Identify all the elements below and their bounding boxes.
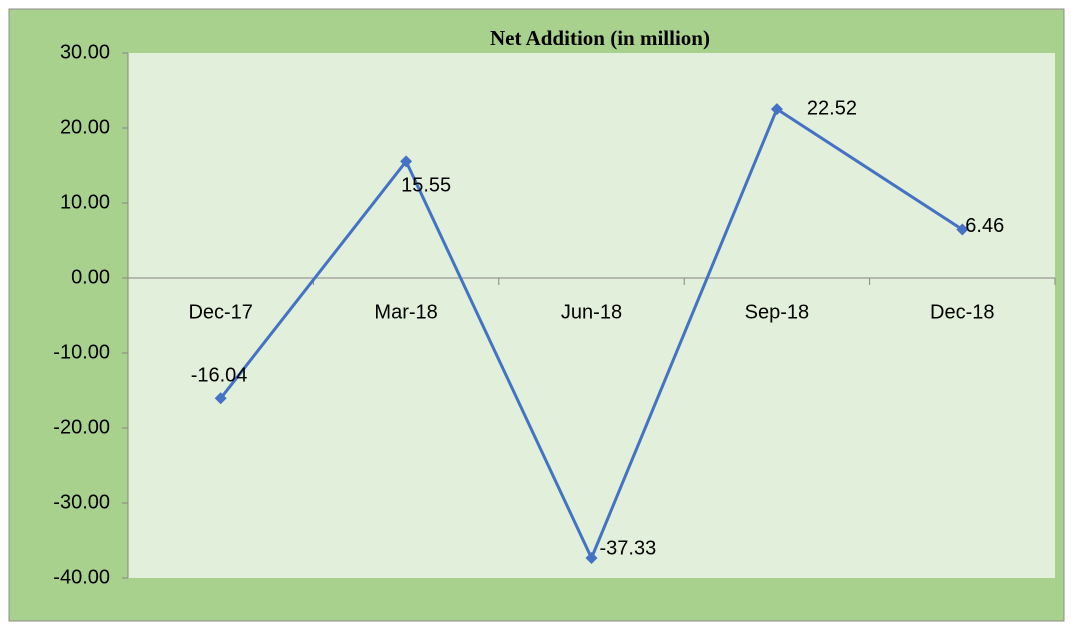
- x-tick-label: Dec-18: [930, 301, 994, 323]
- data-label: 15.55: [401, 175, 451, 197]
- y-tick-label: -20.00: [53, 416, 110, 438]
- data-point: [400, 155, 413, 168]
- x-tick-label: Dec-17: [188, 301, 252, 323]
- y-tick-label: -30.00: [53, 491, 110, 513]
- data-label: -37.33: [600, 537, 657, 559]
- data-point: [585, 551, 598, 564]
- data-point: [956, 223, 969, 236]
- chart-title: Net Addition (in million): [490, 26, 710, 50]
- data-point: [770, 103, 783, 116]
- data-label: 22.52: [807, 97, 857, 119]
- data-label: 6.46: [965, 215, 1004, 237]
- y-tick-label: 0.00: [71, 266, 110, 288]
- x-tick-label: Sep-18: [745, 301, 810, 323]
- x-tick-label: Jun-18: [561, 301, 622, 323]
- y-tick-label: 10.00: [60, 191, 110, 213]
- data-point: [214, 392, 227, 405]
- y-tick-label: 20.00: [60, 116, 110, 138]
- y-tick-label: -10.00: [53, 341, 110, 363]
- y-tick-label: 30.00: [60, 41, 110, 63]
- y-tick-label: -40.00: [53, 566, 110, 588]
- x-tick-label: Mar-18: [374, 301, 437, 323]
- plot-area: [128, 53, 1055, 578]
- data-label: -16.04: [191, 365, 248, 387]
